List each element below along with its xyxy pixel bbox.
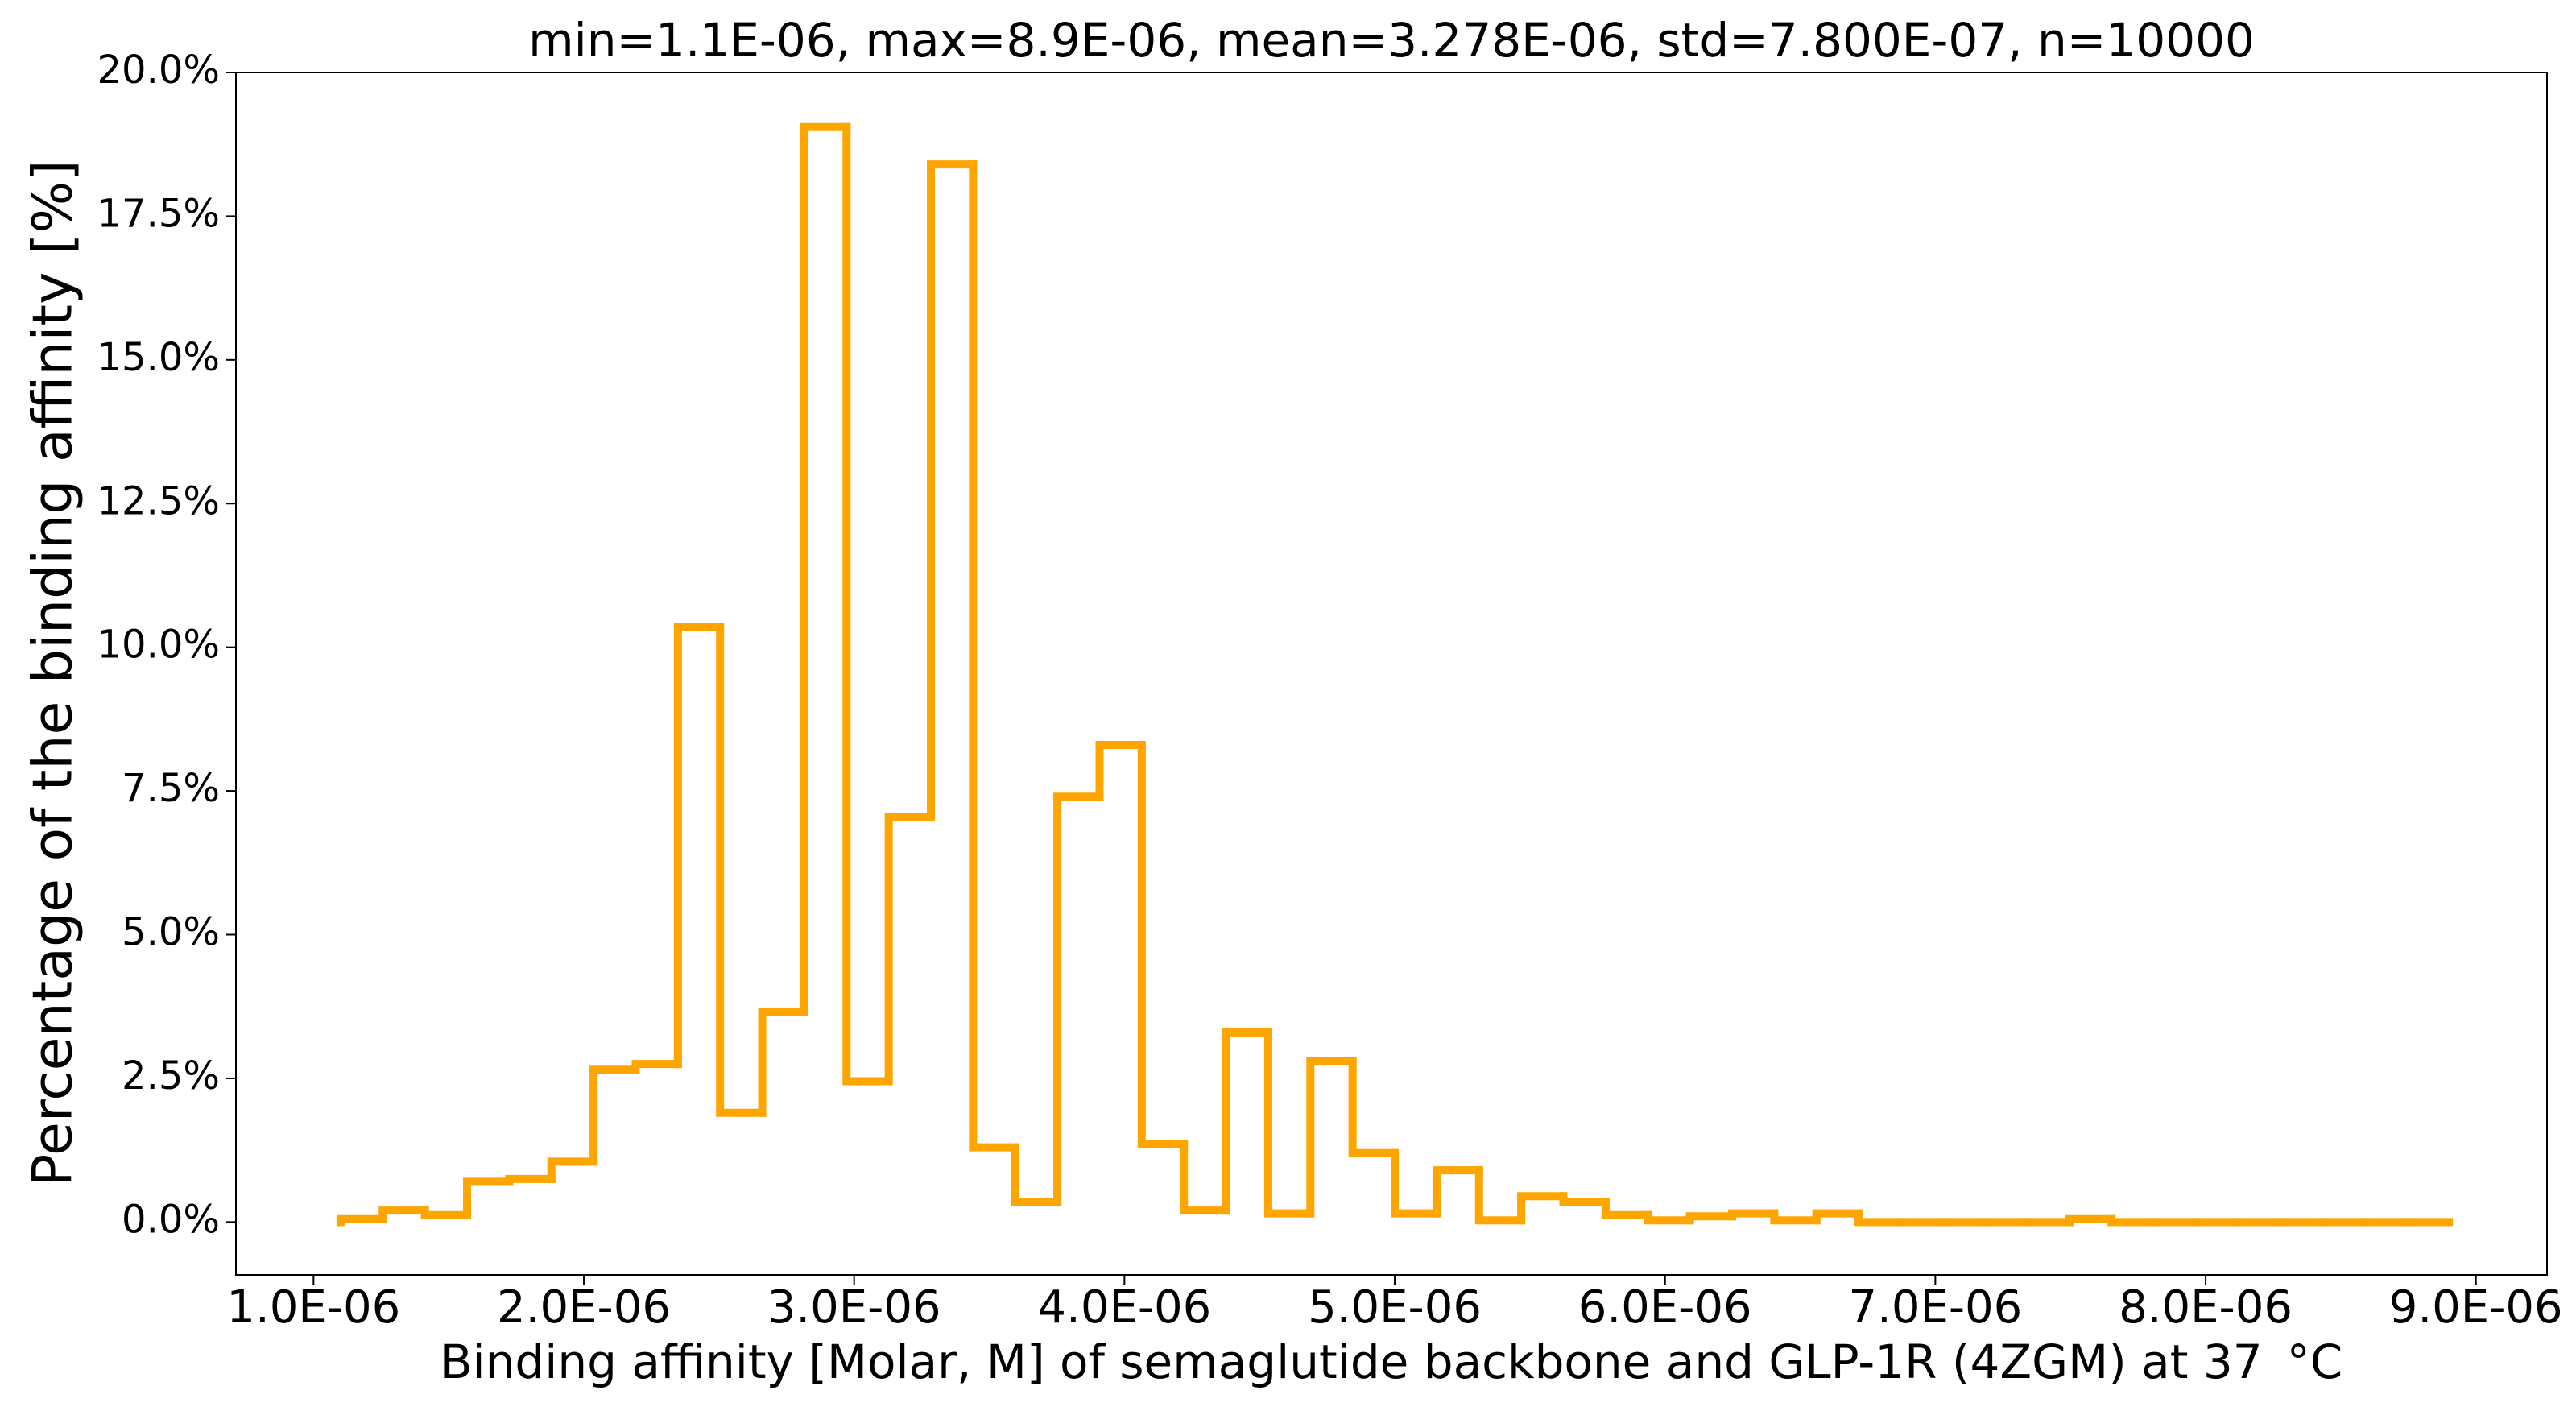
y-tick-label: 5.0%: [122, 910, 220, 955]
x-tick-label: 8.0E-06: [2119, 1281, 2293, 1334]
histogram-step: [1011, 1143, 1062, 1206]
x-axis-label: Binding affinity [Molar, M] of semagluti…: [440, 1334, 2342, 1389]
histogram-step: [1053, 792, 1104, 1206]
histogram-step: [969, 160, 1019, 1152]
plot-frame: [235, 72, 2548, 1276]
histogram-step: [2065, 1214, 2116, 1227]
histogram-step: [2107, 1214, 2158, 1227]
histogram-step: [1644, 1210, 1694, 1225]
histogram-step: [1222, 1028, 1272, 1215]
x-tick-label: 7.0E-06: [1848, 1281, 2022, 1334]
histogram-step: [1391, 1148, 1441, 1218]
x-tick-label: 9.0E-06: [2389, 1281, 2563, 1334]
histogram-step: [505, 1174, 556, 1186]
histogram-step: [1348, 1057, 1400, 1157]
y-tick-label: 0.0%: [122, 1197, 220, 1242]
histogram-step: [1137, 740, 1189, 1148]
histogram-step: [420, 1206, 471, 1219]
histogram-step: [927, 160, 978, 821]
y-tick-label: 10.0%: [97, 623, 220, 668]
histogram-step: [842, 122, 893, 1086]
x-tick-label: 4.0E-06: [1037, 1281, 1211, 1334]
histogram-step: [1812, 1209, 1863, 1225]
histogram-step: [1474, 1166, 1526, 1225]
histogram-step: [1770, 1209, 1821, 1225]
histogram-step: [589, 1065, 640, 1166]
y-tick-label: 17.5%: [97, 191, 220, 236]
y-tick-label: 7.5%: [122, 766, 220, 811]
histogram-step: [1095, 740, 1146, 801]
histogram-step: [1685, 1212, 1736, 1225]
histogram-step: [1180, 1140, 1230, 1215]
histogram-step: [1517, 1192, 1568, 1225]
histogram-step: [673, 623, 725, 1069]
histogram-step: [1306, 1057, 1357, 1218]
histogram-step: [1727, 1209, 1779, 1221]
x-tick-label: 6.0E-06: [1578, 1281, 1752, 1334]
x-tick-label: 3.0E-06: [767, 1281, 941, 1334]
x-tick-label: 5.0E-06: [1308, 1281, 1482, 1334]
histogram-step: [1854, 1209, 1905, 1227]
chart-title: min=1.1E-06, max=8.9E-06, mean=3.278E-06…: [528, 13, 2255, 68]
histogram-step: [758, 1008, 808, 1117]
histogram-step: [1263, 1028, 1315, 1218]
histogram-step: [800, 122, 851, 1016]
histogram-step: [1601, 1198, 1652, 1219]
histogram-step: [336, 1214, 387, 1227]
histogram-step: [716, 623, 767, 1117]
y-tick-label: 12.5%: [97, 478, 220, 523]
y-tick-label: 2.5%: [122, 1053, 220, 1099]
y-tick-label: 20.0%: [97, 48, 220, 93]
histogram-step: [631, 1060, 682, 1074]
histogram-step: [378, 1206, 429, 1223]
histogram-step: [884, 813, 936, 1086]
x-tick-label: 2.0E-06: [497, 1281, 671, 1334]
histogram-step: [547, 1157, 598, 1183]
histogram-step: [1433, 1166, 1483, 1218]
y-tick-label: 15.0%: [97, 335, 220, 380]
y-axis-label: Percentage of the binding affinity [%]: [22, 159, 85, 1186]
histogram-step: [1559, 1192, 1610, 1206]
histogram-step: [463, 1177, 514, 1219]
x-tick-label: 1.0E-06: [226, 1281, 400, 1334]
